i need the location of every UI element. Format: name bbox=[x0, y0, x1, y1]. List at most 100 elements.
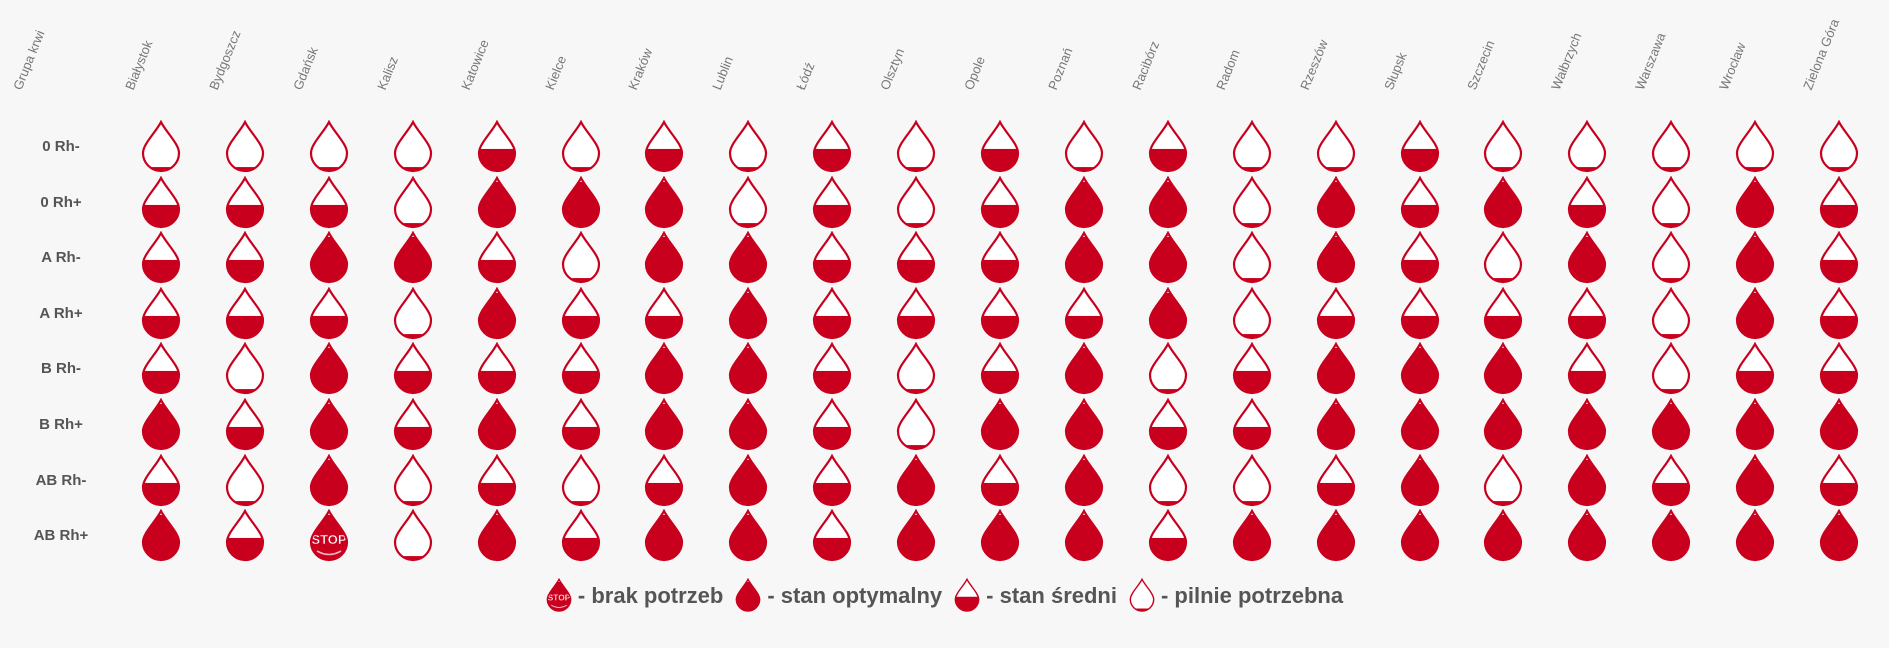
city-header: Wrocław bbox=[1716, 40, 1749, 92]
blood-drop bbox=[309, 286, 349, 341]
legend-drop-icon bbox=[954, 578, 986, 613]
city-header: Wałbrzych bbox=[1548, 30, 1585, 92]
blood-drop bbox=[1400, 175, 1440, 230]
legend-label: - stan średni bbox=[986, 582, 1117, 608]
city-header: Kalisz bbox=[373, 54, 401, 92]
blood-drop bbox=[1483, 453, 1523, 508]
blood-drop bbox=[1400, 397, 1440, 452]
blood-drop bbox=[1064, 230, 1104, 285]
blood-drop bbox=[1819, 230, 1859, 285]
blood-drop bbox=[1567, 119, 1607, 174]
blood-drop bbox=[141, 119, 181, 174]
blood-drop bbox=[561, 453, 601, 508]
blood-drop bbox=[309, 119, 349, 174]
city-header: Radom bbox=[1212, 47, 1243, 92]
blood-drop bbox=[1232, 397, 1272, 452]
blood-drop bbox=[1064, 175, 1104, 230]
blood-drop bbox=[812, 453, 852, 508]
blood-drop bbox=[896, 230, 936, 285]
blood-drop bbox=[1819, 175, 1859, 230]
blood-drop bbox=[225, 286, 265, 341]
blood-drop bbox=[980, 453, 1020, 508]
blood-drop bbox=[477, 286, 517, 341]
legend-drop-icon bbox=[735, 578, 767, 613]
blood-drop bbox=[477, 230, 517, 285]
blood-drop bbox=[1483, 508, 1523, 563]
blood-drop bbox=[1232, 119, 1272, 174]
blood-drop bbox=[980, 230, 1020, 285]
blood-drop bbox=[644, 230, 684, 285]
city-header: Lublin bbox=[709, 54, 737, 92]
blood-drop bbox=[309, 341, 349, 396]
blood-drop bbox=[1483, 341, 1523, 396]
blood-group-label: AB Rh- bbox=[35, 471, 87, 489]
blood-drop bbox=[1567, 397, 1607, 452]
blood-drop bbox=[477, 119, 517, 174]
blood-drop bbox=[1232, 175, 1272, 230]
legend-label: - brak potrzeb bbox=[577, 582, 724, 608]
blood-drop bbox=[1735, 119, 1775, 174]
city-header: Łódź bbox=[793, 60, 818, 92]
blood-drop bbox=[1064, 397, 1104, 452]
blood-drop bbox=[1819, 453, 1859, 508]
blood-drop bbox=[141, 341, 181, 396]
blood-group-label: 0 Rh+ bbox=[40, 193, 82, 211]
blood-drop bbox=[1735, 397, 1775, 452]
blood-drop bbox=[644, 175, 684, 230]
city-header: Olsztyn bbox=[877, 46, 908, 92]
blood-drop bbox=[644, 453, 684, 508]
blood-drop bbox=[1232, 286, 1272, 341]
city-header: Warszawa bbox=[1632, 30, 1669, 92]
legend-drop-icon bbox=[1129, 578, 1161, 613]
blood-drop bbox=[1735, 286, 1775, 341]
blood-drop bbox=[225, 508, 265, 563]
blood-drop bbox=[1316, 230, 1356, 285]
blood-group-label: A Rh- bbox=[41, 249, 81, 267]
blood-drop bbox=[1316, 119, 1356, 174]
blood-drop bbox=[980, 508, 1020, 563]
blood-drop bbox=[644, 341, 684, 396]
blood-drop bbox=[1148, 230, 1188, 285]
blood-drop bbox=[393, 119, 433, 174]
blood-drop bbox=[1651, 453, 1691, 508]
blood-drop bbox=[644, 286, 684, 341]
blood-drop bbox=[309, 175, 349, 230]
legend-label: - pilnie potrzebna bbox=[1160, 582, 1344, 608]
city-header: Kielce bbox=[541, 53, 569, 92]
blood-drop bbox=[1064, 508, 1104, 563]
blood-drop bbox=[1400, 453, 1440, 508]
blood-drop bbox=[1316, 341, 1356, 396]
blood-drop bbox=[1819, 397, 1859, 452]
blood-drop bbox=[309, 397, 349, 452]
stop-text: STOP bbox=[548, 593, 571, 603]
city-header: Gdańsk bbox=[289, 44, 321, 92]
blood-drop bbox=[477, 341, 517, 396]
blood-drop bbox=[1735, 230, 1775, 285]
legend-item-urgent: - pilnie potrzebna bbox=[1129, 578, 1343, 613]
blood-group-label: AB Rh+ bbox=[33, 527, 89, 545]
blood-drop bbox=[812, 397, 852, 452]
blood-drop bbox=[1064, 453, 1104, 508]
blood-drop bbox=[1148, 508, 1188, 563]
blood-drop bbox=[1316, 286, 1356, 341]
blood-drop bbox=[561, 119, 601, 174]
blood-drop bbox=[1567, 508, 1607, 563]
blood-drop bbox=[561, 341, 601, 396]
blood-drop bbox=[1651, 119, 1691, 174]
blood-drop bbox=[896, 508, 936, 563]
blood-drop bbox=[477, 175, 517, 230]
blood-drop bbox=[1148, 341, 1188, 396]
blood-drop bbox=[728, 508, 768, 563]
blood-drop bbox=[393, 175, 433, 230]
blood-drop bbox=[812, 341, 852, 396]
blood-group-label: A Rh+ bbox=[39, 304, 83, 322]
blood-drop bbox=[1148, 453, 1188, 508]
blood-drop bbox=[1651, 286, 1691, 341]
blood-drop bbox=[309, 230, 349, 285]
blood-drop bbox=[1316, 397, 1356, 452]
blood-drop bbox=[812, 286, 852, 341]
city-header: Opole bbox=[961, 54, 988, 92]
blood-drop bbox=[393, 397, 433, 452]
legend-label: - stan optymalny bbox=[767, 582, 943, 608]
blood-group-label: 0 Rh- bbox=[42, 138, 80, 155]
